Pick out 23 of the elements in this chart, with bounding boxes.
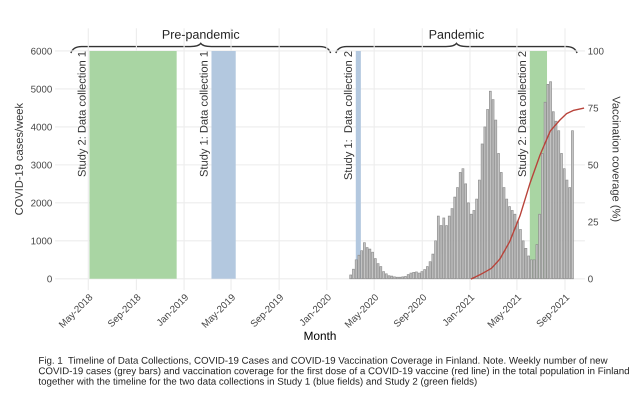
y2-tick-label: 25 (588, 218, 598, 226)
band-label: Study 1: Data collection 1 (200, 52, 210, 176)
y2-tick-label: 100 (588, 48, 604, 55)
annotation: Pandemic (430, 30, 484, 39)
y2-tick-label: 0 (588, 276, 593, 282)
y-tick-label: 3000 (31, 162, 52, 168)
y-tick-label: 2000 (31, 200, 52, 206)
x-axis-title: Month (304, 331, 336, 340)
band-label: Study 2: Data collection 1 (78, 52, 88, 176)
y-tick-label: 6000 (31, 48, 52, 55)
line-series (470, 107, 584, 280)
band-label: Study 1: Data collection 2 (344, 52, 354, 180)
y2-tick-label: 50 (588, 162, 598, 168)
y2-tick-label: 75 (588, 104, 598, 112)
y-tick-label: 0 (47, 276, 52, 282)
y-tick-label: 4000 (30, 124, 52, 131)
caption: Fig. 1 Timeline of Data Collections, COVID-19 Cases and COVID-19 Vaccination Coverage in Finland. Note. Weekly number of new COVID-19 cases (grey bars) and vaccination coverage for the first dose of a COVID-19 vaccine (red line) in the total population in Finland together with the timeline for the two data collections in Study 1 (blue fields) and Study 2 (green fields) (38, 356, 629, 387)
band-label: Study 2: Data collection 2 (518, 52, 528, 176)
y-axis-title: COVID-19 cases/week (14, 102, 23, 215)
y2-axis-title: Vaccination coverage (%) (610, 96, 621, 222)
y-tick-label: 1000 (31, 238, 52, 244)
y-tick-label: 5000 (31, 86, 52, 93)
annotation: Pre-pandemic (162, 30, 240, 42)
